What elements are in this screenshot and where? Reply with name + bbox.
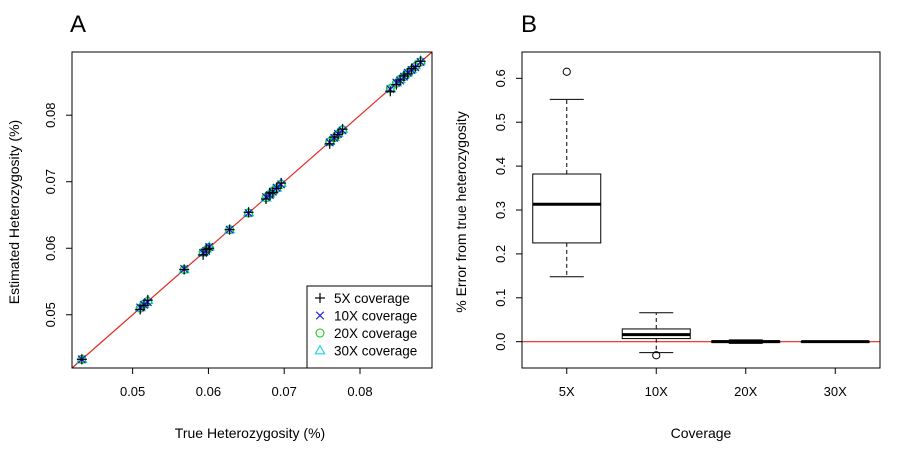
panel-a-legend: 5X coverage 10X coverage 20X coverage 30X c… <box>306 285 433 369</box>
y-tick-label: 0.0 <box>493 333 508 351</box>
x-tick-label: 5X <box>559 384 575 399</box>
circle-mark <box>315 328 325 338</box>
panel-b-plot <box>522 67 880 360</box>
y-tick-label: 0.05 <box>43 302 58 327</box>
data-point-plus <box>224 224 235 235</box>
x-tick-label: 0.05 <box>120 384 145 399</box>
panel-b-axes: 5X 10X 20X 30X 0.0 0.1 0.2 0.3 0.4 0.5 0.6 <box>493 51 881 399</box>
data-point-plus <box>204 243 215 254</box>
data-point-plus <box>271 183 282 194</box>
triangle-mark <box>314 344 326 355</box>
data-point-plus <box>139 300 149 311</box>
x-tick-label: 30X <box>824 384 847 399</box>
legend-symbol-plus <box>315 293 325 303</box>
x-tick-label: 0.08 <box>347 384 372 399</box>
x-tick-label: 20X <box>734 384 757 399</box>
data-point-plus <box>179 264 190 275</box>
box-10X <box>621 312 691 360</box>
panel-a: A 0.05 0.06 0.07 0.08 0.05 0.06 0.07 0.08 5X co… <box>6 11 433 441</box>
y-tick-label: 0.2 <box>493 245 508 263</box>
panel-a-x-label: True Heterozygosity (%) <box>175 425 325 441</box>
legend-entry: 20X coverage <box>334 326 417 341</box>
y-tick-label: 0.4 <box>493 157 508 175</box>
panel-a-plot <box>71 51 433 369</box>
data-point-plus <box>76 354 87 365</box>
data-point-plus <box>333 129 344 140</box>
data-point-plus <box>243 207 254 218</box>
legend-entry: 30X coverage <box>334 344 417 359</box>
outlier-point <box>652 351 661 360</box>
y-tick-label: 0.6 <box>493 69 508 87</box>
legend-box <box>306 285 433 369</box>
panel-a-letter: A <box>70 11 86 38</box>
data-point-plus <box>402 68 413 79</box>
legend-symbol-circle <box>315 328 325 338</box>
panel-a-y-label: Estimated Heterozygosity (%) <box>6 120 22 304</box>
x-tick-label: 0.07 <box>272 384 297 399</box>
x-tick-label: 0.06 <box>196 384 221 399</box>
y-tick-label: 0.08 <box>43 103 58 128</box>
data-point-plus <box>276 178 287 189</box>
box-30X <box>800 340 870 344</box>
y-tick-label: 0.3 <box>493 201 508 219</box>
panel-b-y-label: % Error from true heterozygosity <box>453 111 469 313</box>
data-point-plus <box>142 295 153 306</box>
data-point-plus <box>261 194 272 205</box>
legend-entry: 5X coverage <box>334 291 410 306</box>
outlier-point <box>562 67 571 76</box>
y-tick-label: 0.5 <box>493 113 508 131</box>
y-tick-label: 0.07 <box>43 169 58 194</box>
panel-a-frame <box>71 51 433 369</box>
data-point-plus <box>385 86 396 97</box>
box-5X <box>532 67 602 278</box>
box-20X <box>711 339 781 344</box>
panel-b-letter: B <box>521 11 537 38</box>
legend-symbol-x <box>315 311 325 320</box>
data-point-plus <box>415 56 426 67</box>
panel-b-x-label: Coverage <box>671 425 732 441</box>
x-tick-label: 10X <box>645 384 668 399</box>
panel-a-axes: 0.05 0.06 0.07 0.08 0.05 0.06 0.07 0.08 <box>43 51 433 399</box>
y-tick-label: 0.1 <box>493 289 508 307</box>
data-point-plus <box>324 138 335 149</box>
y-tick-label: 0.06 <box>43 236 58 261</box>
data-point-plus <box>198 249 209 260</box>
data-point-plus <box>410 61 421 72</box>
panel-b: B 5X 10X 20X 30X 0.0 0.1 0.2 0.3 0.4 0.5 0.6 Cover… <box>453 11 881 441</box>
x-stroke-b <box>315 311 325 320</box>
data-point-plus <box>337 124 348 135</box>
legend-symbol-triangle <box>314 344 326 355</box>
legend-entry: 10X coverage <box>334 309 417 324</box>
box-iqr <box>532 173 602 244</box>
